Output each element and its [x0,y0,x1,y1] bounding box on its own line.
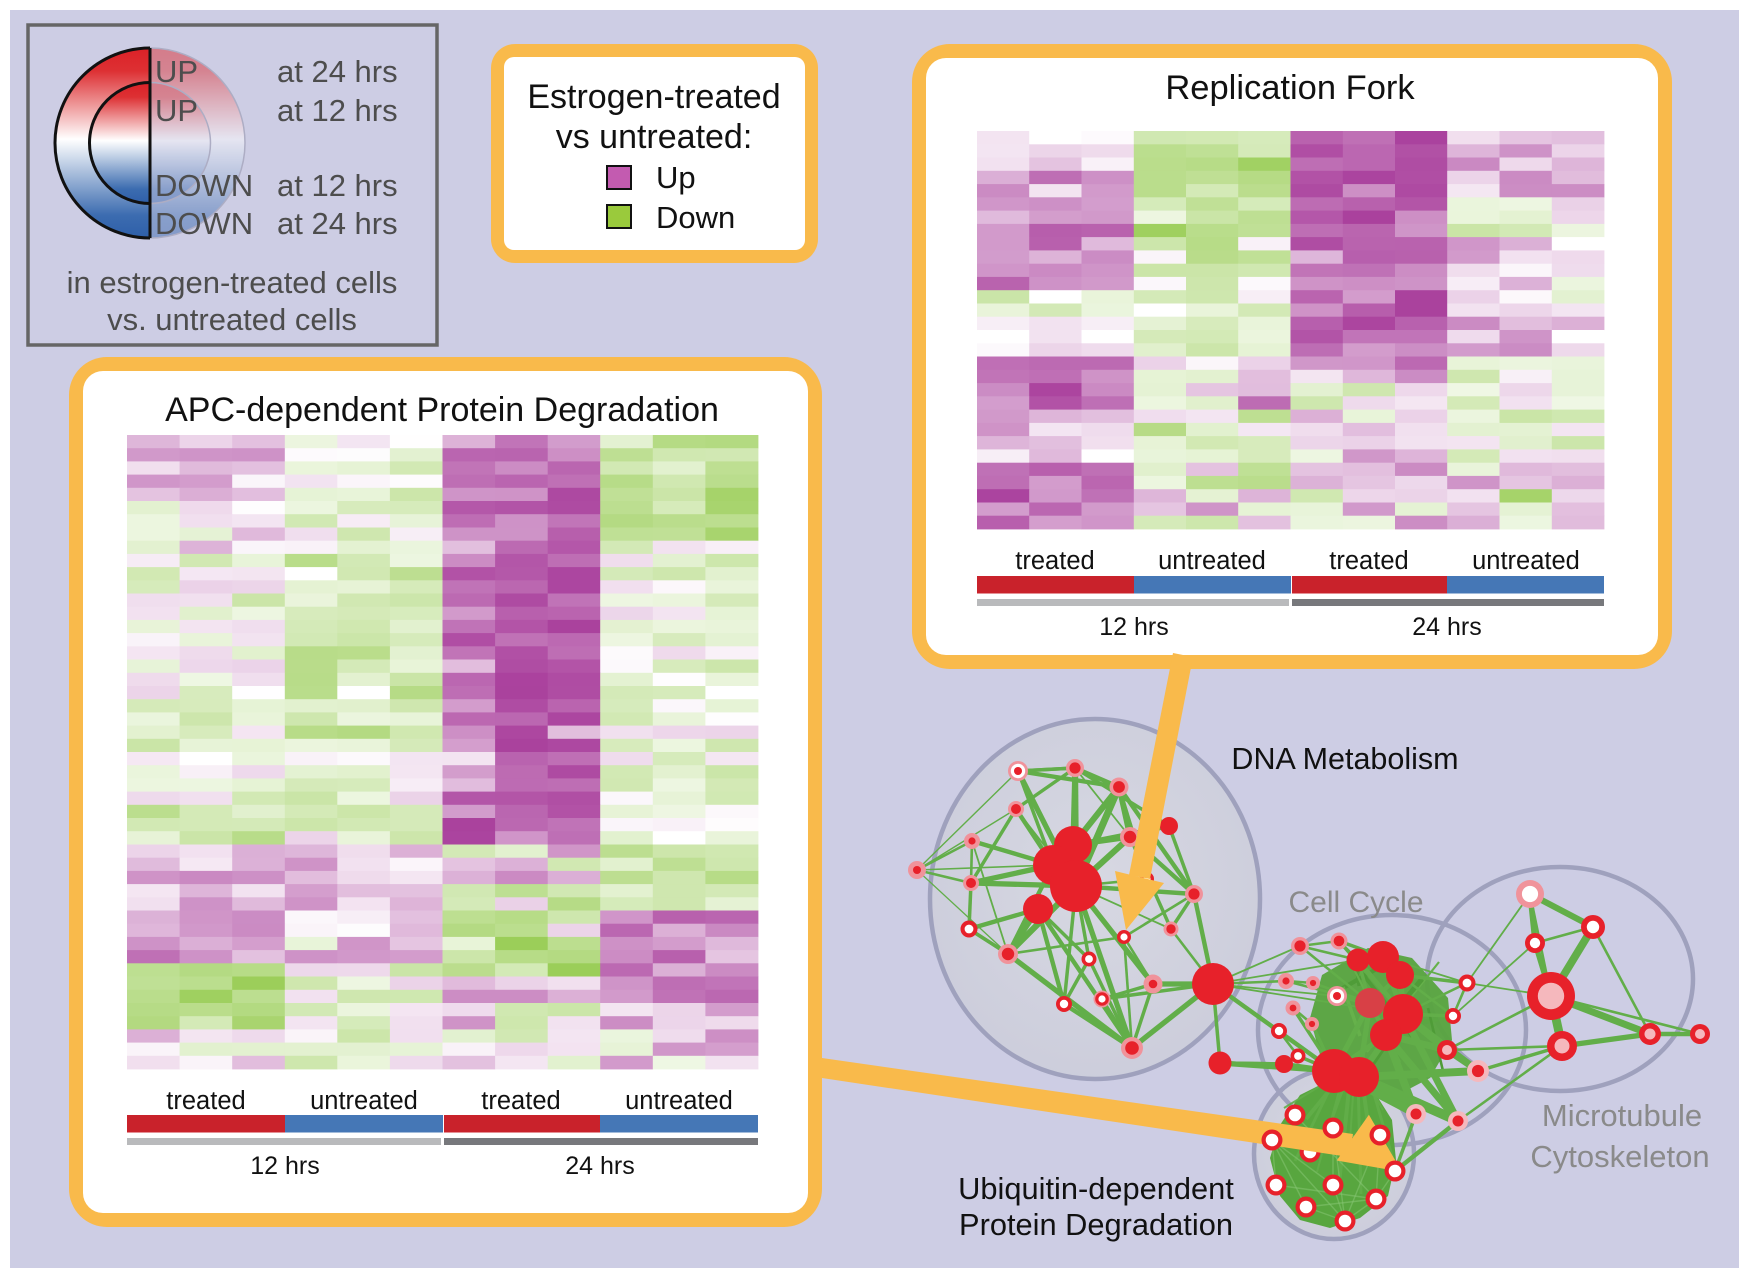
svg-text:at 12 hrs: at 12 hrs [277,168,398,203]
svg-text:DOWN: DOWN [155,168,253,203]
svg-text:Up: Up [656,160,696,195]
svg-text:UP: UP [155,93,198,128]
svg-text:treated: treated [166,1087,245,1115]
svg-text:treated: treated [1015,547,1094,575]
svg-text:Cell Cycle: Cell Cycle [1288,886,1423,919]
svg-text:at 24 hrs: at 24 hrs [277,54,398,89]
svg-text:12 hrs: 12 hrs [1099,613,1168,641]
svg-text:treated: treated [481,1087,560,1115]
svg-text:vs. untreated cells: vs. untreated cells [107,302,357,337]
svg-text:24 hrs: 24 hrs [1412,613,1481,641]
svg-text:DOWN: DOWN [155,206,253,241]
svg-text:vs untreated:: vs untreated: [556,118,753,156]
svg-text:Protein Degradation: Protein Degradation [959,1207,1233,1242]
svg-text:Estrogen-treated: Estrogen-treated [527,78,780,116]
svg-text:DNA Metabolism: DNA Metabolism [1231,742,1458,776]
svg-text:APC-dependent Protein Degradat: APC-dependent Protein Degradation [165,391,719,429]
svg-text:24 hrs: 24 hrs [565,1152,634,1180]
svg-text:untreated: untreated [625,1087,733,1115]
svg-text:untreated: untreated [1158,547,1266,575]
svg-text:at 12 hrs: at 12 hrs [277,93,398,128]
svg-text:at 24 hrs: at 24 hrs [277,206,398,241]
svg-text:UP: UP [155,54,198,89]
svg-text:Ubiquitin-dependent: Ubiquitin-dependent [958,1171,1234,1206]
svg-text:12 hrs: 12 hrs [250,1152,319,1180]
svg-text:Down: Down [656,200,735,235]
svg-text:Microtubule: Microtubule [1542,1098,1702,1133]
svg-text:untreated: untreated [310,1087,418,1115]
svg-text:untreated: untreated [1472,547,1580,575]
svg-text:Cytoskeleton: Cytoskeleton [1530,1139,1709,1174]
svg-text:in estrogen-treated cells: in estrogen-treated cells [67,265,398,300]
svg-text:Replication Fork: Replication Fork [1165,69,1415,107]
svg-text:treated: treated [1329,547,1408,575]
